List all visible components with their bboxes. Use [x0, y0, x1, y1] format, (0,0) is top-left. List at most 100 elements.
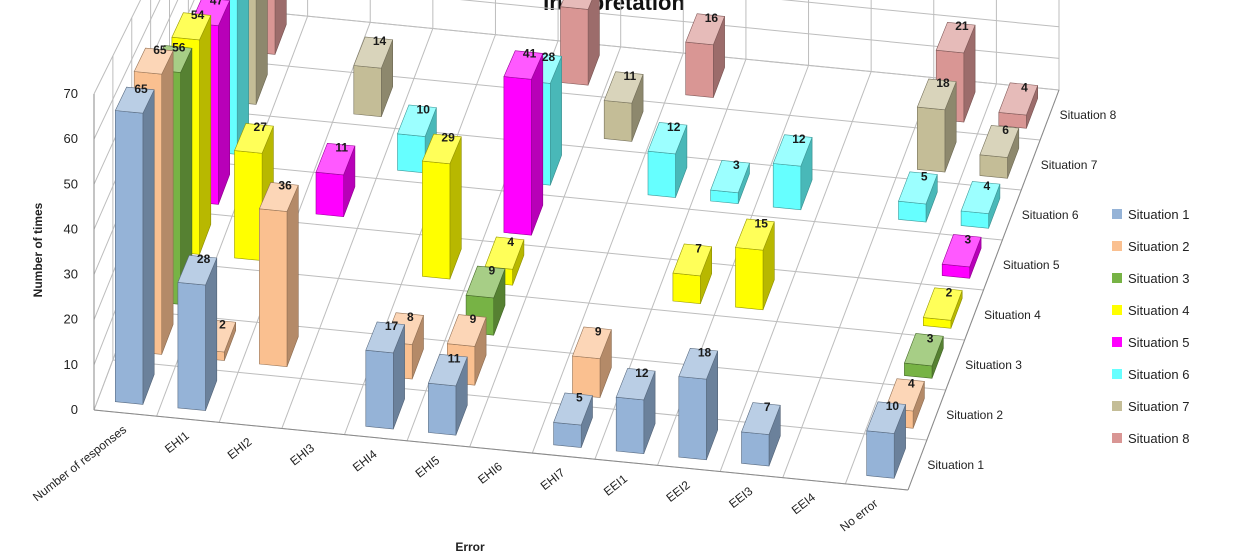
legend-swatch: [1112, 305, 1122, 315]
bar: [553, 392, 593, 448]
data-label: 7: [695, 242, 702, 256]
data-label: 56: [172, 41, 186, 55]
data-label: 27: [254, 120, 268, 134]
x-tick-label: No error: [837, 496, 880, 534]
bar: [177, 254, 218, 411]
bar: [922, 287, 963, 329]
data-label: 4: [1021, 81, 1028, 95]
data-label: 10: [417, 102, 431, 116]
bar: [735, 218, 775, 311]
legend-label: Situation 2: [1128, 239, 1189, 254]
legend-swatch: [1112, 369, 1122, 379]
legend-label: Situation 1: [1128, 207, 1189, 222]
bar: [365, 321, 406, 430]
floor-line: [244, 9, 1060, 91]
legend-label: Situation 5: [1128, 335, 1189, 350]
bar: [898, 171, 938, 223]
bar: [672, 243, 713, 305]
data-label: 3: [733, 158, 740, 172]
y-tick-label: 60: [64, 131, 78, 146]
data-label: 28: [542, 50, 556, 64]
data-labels: 4123162144114111864610281231254471141354…: [134, 0, 1028, 414]
depth-tick-label: Situation 4: [984, 308, 1041, 322]
legend-swatch: [1112, 209, 1122, 219]
data-label: 9: [470, 312, 477, 326]
data-label: 3: [927, 331, 934, 345]
y-tick-label: 0: [71, 402, 78, 417]
x-tick-label: EHI2: [225, 435, 255, 463]
floor-line: [169, 209, 984, 291]
data-label: 6: [1002, 123, 1009, 137]
y-tick-label: 20: [64, 312, 78, 327]
depth-tick-label: Situation 5: [1003, 258, 1060, 272]
x-tick-label: EEI3: [726, 484, 755, 511]
data-label: 7: [764, 400, 771, 414]
bar: [427, 353, 468, 436]
y-tick-label: 70: [64, 86, 78, 101]
bar: [960, 181, 1001, 229]
bar: [572, 326, 612, 398]
legend-swatch: [1112, 433, 1122, 443]
data-label: 28: [197, 252, 211, 266]
legend-label: Situation 6: [1128, 367, 1189, 382]
data-label: 2: [219, 317, 226, 331]
data-label: 4: [908, 377, 915, 391]
legend-swatch: [1112, 241, 1122, 251]
data-label: 17: [385, 319, 399, 333]
legend: Situation 1 Situation 2 Situation 3 Situati…: [1112, 207, 1189, 446]
bar: [353, 36, 394, 118]
bar: [615, 368, 656, 455]
bar: [941, 234, 982, 279]
legend-item: Situation 3: [1112, 271, 1189, 286]
data-label: 47: [210, 0, 224, 7]
legend-label: Situation 8: [1128, 431, 1189, 446]
data-label: 2: [946, 286, 953, 300]
data-label: 29: [441, 131, 455, 145]
x-tick-label: EHI5: [413, 453, 443, 481]
legend-item: Situation 5: [1112, 335, 1189, 350]
x-tick-label: EEI2: [664, 478, 693, 505]
x-tick-label: Number of responses: [30, 422, 129, 504]
x-axis-line: [93, 409, 909, 491]
bar: [741, 402, 781, 467]
data-label: 65: [134, 82, 148, 96]
depth-tick-label: Situation 3: [965, 358, 1022, 372]
bar: [603, 71, 644, 142]
bar: [315, 142, 356, 218]
bar: [866, 401, 907, 479]
x-tick-label: EHI6: [475, 459, 505, 487]
floor-line: [112, 359, 927, 441]
x-tick-label: EHI4: [350, 447, 380, 475]
gridline-h: [93, 0, 161, 140]
y-tick-label: 10: [64, 357, 78, 372]
bar: [421, 133, 462, 280]
data-label: 18: [698, 345, 712, 359]
legend-item: Situation 4: [1112, 303, 1189, 318]
legend-swatch: [1112, 337, 1122, 347]
data-label: 4: [507, 235, 514, 249]
legend-label: Situation 4: [1128, 303, 1189, 318]
bar: [685, 13, 726, 98]
depth-tick-label: Situation 2: [946, 408, 1003, 422]
legend-swatch: [1112, 401, 1122, 411]
floor-line: [131, 309, 946, 391]
data-label: 15: [755, 216, 769, 230]
data-label: 8: [407, 310, 414, 324]
data-label: 18: [936, 76, 950, 90]
data-label: 41: [523, 47, 537, 61]
data-label: 5: [921, 170, 928, 184]
bar: [678, 347, 719, 461]
bar: [903, 333, 944, 379]
bar: [258, 182, 299, 368]
x-tick-label: EEI4: [789, 490, 818, 517]
x-tick-label: EEI1: [601, 471, 630, 498]
data-label: 54: [191, 8, 205, 22]
data-label: 10: [886, 399, 900, 413]
y-axis-title: Number of times: [31, 202, 45, 297]
legend-item: Situation 1: [1112, 207, 1189, 222]
x-tick-label: EHI7: [538, 465, 568, 493]
data-label: 9: [488, 264, 495, 278]
depth-tick-label: Situation 7: [1041, 158, 1098, 172]
bar: [772, 134, 813, 211]
legend-label: Situation 3: [1128, 271, 1189, 286]
